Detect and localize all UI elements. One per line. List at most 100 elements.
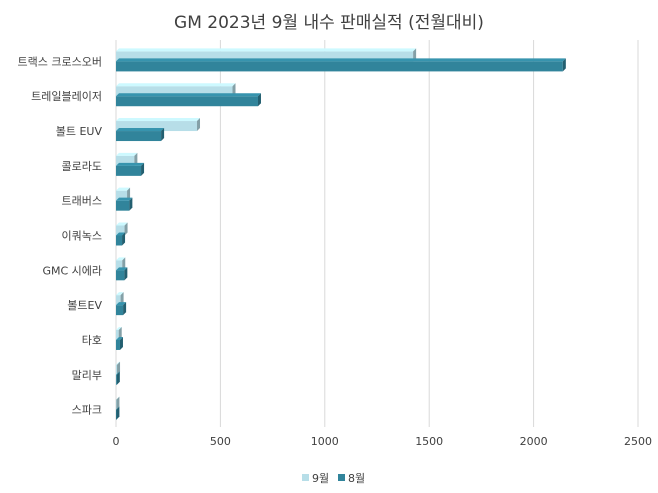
category-label: 이쿼녹스 (62, 230, 102, 243)
bar-side (161, 128, 165, 142)
bar-top (116, 302, 127, 306)
bar-front (116, 131, 162, 142)
bar-top (116, 336, 123, 340)
bar-side (197, 118, 201, 132)
bar-top (116, 48, 417, 52)
bar-front (116, 200, 130, 211)
bar (116, 232, 126, 246)
bar (116, 292, 124, 306)
bar-front (116, 305, 124, 316)
bar (116, 58, 566, 72)
bar-top (116, 187, 131, 191)
bar-top (116, 152, 138, 156)
bar-side (122, 257, 126, 271)
bar-top (116, 232, 126, 236)
x-tick-label: 2500 (624, 435, 652, 448)
bar-top (116, 326, 122, 330)
bar-front (116, 409, 117, 420)
category-label: 스파크 (72, 404, 102, 417)
bar (116, 187, 131, 201)
bar-side (141, 162, 145, 176)
bar-front (116, 61, 563, 72)
bar-front (116, 51, 414, 62)
bar (116, 83, 236, 97)
bar (116, 406, 120, 420)
legend-swatch (338, 474, 345, 481)
x-tick-label: 1500 (415, 435, 443, 448)
bar (116, 257, 126, 271)
bar-side (562, 58, 566, 72)
bar-front (116, 260, 123, 271)
bar-top (116, 83, 236, 87)
bar-side (116, 371, 120, 385)
legend-label: 9월 (312, 472, 329, 485)
bar-side (122, 232, 126, 246)
bar-front (116, 190, 128, 201)
bar-side (124, 267, 128, 281)
bar (116, 162, 145, 176)
category-label: 트랙스 크로스오버 (18, 55, 102, 68)
bar-side (129, 197, 133, 211)
bar-front (116, 295, 121, 306)
x-tick-label: 0 (113, 435, 120, 448)
bar-front (116, 329, 119, 340)
bar-side (119, 336, 123, 350)
bar-front (116, 364, 118, 375)
category-label: 타호 (82, 334, 102, 347)
bar (116, 396, 120, 410)
bar-top (116, 396, 120, 400)
bar-series (116, 48, 566, 420)
bar-top (116, 406, 120, 410)
chart-title: GM 2023년 9월 내수 판매실적 (전월대비) (174, 13, 484, 33)
x-tick-label: 1000 (311, 435, 339, 448)
bar-top (116, 222, 128, 226)
legend-label: 8월 (348, 472, 365, 485)
bar (116, 93, 261, 107)
legend: 9월 8월 (302, 472, 365, 485)
category-label: GMC 시에라 (42, 264, 102, 277)
x-tick-labels: 0 500 1000 1500 2000 2500 (113, 435, 653, 448)
bar-side (117, 361, 121, 375)
bar (116, 128, 165, 142)
bar (116, 326, 122, 340)
bar-front (116, 235, 123, 246)
category-label: 말리부 (72, 369, 102, 382)
bar-top (116, 267, 128, 271)
bar-front (116, 399, 117, 410)
bar-side (118, 326, 122, 340)
bar-top (116, 128, 165, 132)
bar-side (413, 48, 417, 62)
category-label: 볼트 EUV (56, 125, 103, 138)
bar (116, 152, 138, 166)
category-label: 콜로라도 (62, 160, 102, 173)
bar-side (257, 93, 261, 107)
category-label: 트래버스 (62, 195, 102, 208)
bar-front (116, 374, 117, 385)
bar (116, 371, 120, 385)
bar (116, 197, 133, 211)
bar (116, 361, 121, 375)
bar-top (116, 162, 145, 166)
bar-front (116, 96, 258, 107)
bar-top (116, 197, 133, 201)
bar-side (134, 152, 138, 166)
bar-front (116, 225, 125, 236)
bar-front (116, 270, 125, 281)
bar-top (116, 292, 124, 296)
bar-top (116, 93, 261, 97)
bar-top (116, 371, 120, 375)
bar-top (116, 257, 126, 261)
bar-top (116, 58, 566, 62)
bar-side (120, 292, 124, 306)
bar-front (116, 155, 135, 166)
bar-side (123, 302, 127, 316)
bar-side (124, 222, 128, 236)
legend-swatch (302, 474, 309, 481)
bar-front (116, 339, 120, 350)
bar-front (116, 121, 198, 132)
bar-top (116, 118, 201, 122)
category-label: 볼트EV (67, 299, 102, 312)
